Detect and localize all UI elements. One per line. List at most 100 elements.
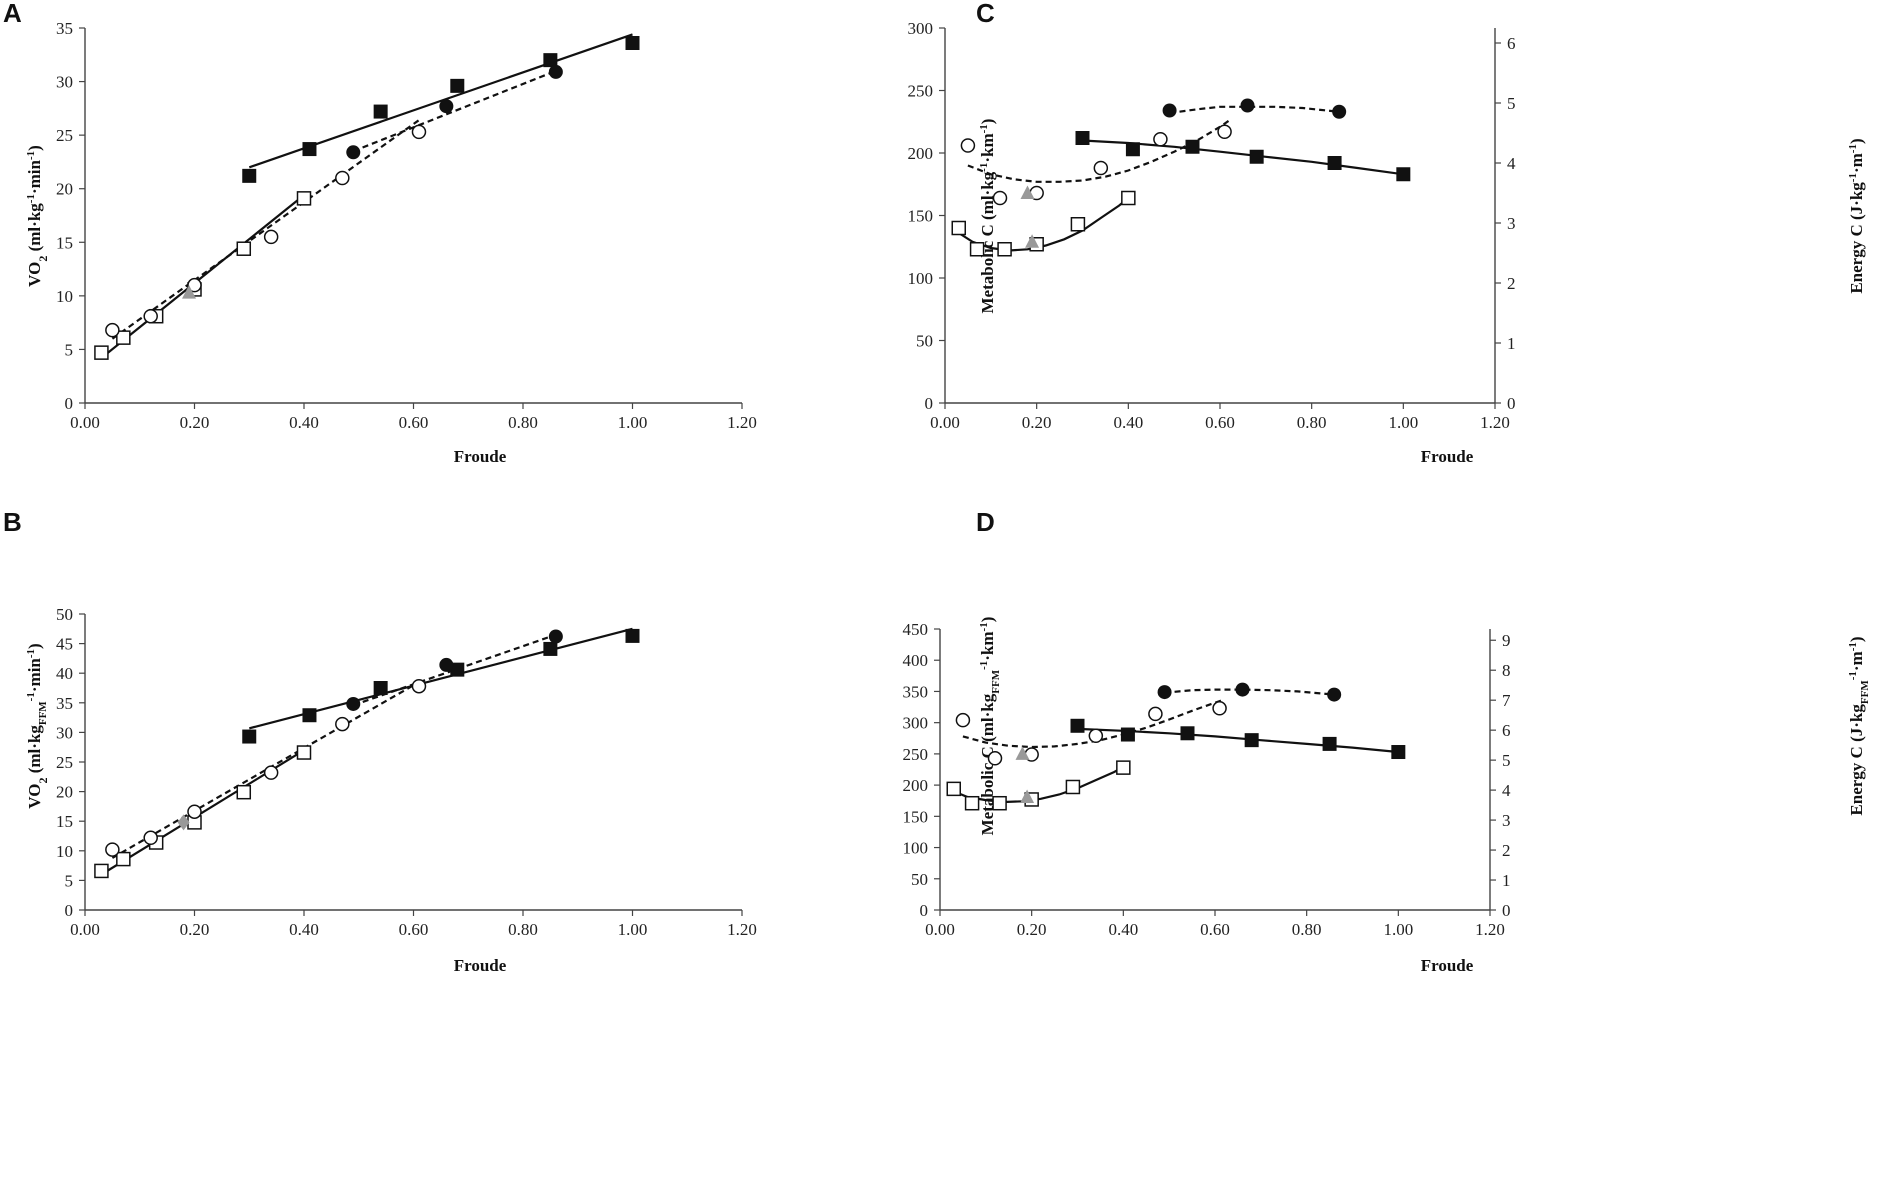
open-square-point: [1121, 190, 1136, 206]
y2-tick-label: 1: [1507, 334, 1516, 353]
y2-tick-label: 8: [1502, 661, 1511, 680]
x-tick-label: 1.00: [618, 920, 648, 939]
x-tick-label: 0.80: [1292, 920, 1322, 939]
y-tick-label: 5: [65, 871, 74, 890]
y-tick-label: 20: [56, 783, 73, 802]
y-tick-label: 350: [903, 682, 929, 701]
filled-circle-point: [1235, 682, 1250, 697]
y-tick-label: 50: [916, 332, 933, 351]
y-tick-label: 0: [925, 394, 934, 413]
y-tick-label: 150: [908, 207, 934, 226]
open-circle-point: [960, 138, 976, 153]
y-tick-label: 45: [56, 635, 73, 654]
open-square-point: [94, 345, 109, 360]
gray-triangle-point: [182, 285, 197, 299]
x-tick-label: 0.60: [1205, 413, 1235, 432]
filled-square-point: [1391, 745, 1406, 760]
y2-tick-label: 7: [1502, 691, 1511, 710]
open-circle-point: [263, 229, 279, 245]
x-tick-label: 0.40: [1108, 920, 1138, 939]
filled-square-point: [1327, 156, 1342, 170]
y-tick-label: 20: [56, 180, 73, 199]
chart-b: VO2 (ml·kgFFM-1·min-1) Froude 0.00 0.20 0.…: [25, 605, 757, 975]
open-square-point: [992, 795, 1007, 811]
open-square-point: [116, 851, 131, 867]
x-tick-label: 0.80: [1297, 413, 1327, 432]
chart-d: Metabolic C (ml·kgFFM-1·km-1) Energy C (…: [903, 617, 1872, 975]
x-tick-label: 1.00: [1383, 920, 1413, 939]
panel-label: D: [976, 507, 995, 537]
x-axis-label: Froude: [1421, 447, 1474, 466]
open-square-point: [116, 330, 131, 345]
y-tick-label: 50: [911, 870, 928, 889]
panel-c: C Metabolic C (ml·kg-1·km-1) Energy C (J…: [908, 0, 1900, 589]
y-tick-label: 100: [908, 269, 934, 288]
y2-tick-label: 6: [1507, 34, 1516, 53]
filled-circle-point: [346, 145, 361, 160]
y-tick-label: 35: [56, 19, 73, 38]
y2-tick-label: 6: [1502, 721, 1511, 740]
x-tick-label: 0.00: [930, 413, 960, 432]
x-tick-label: 0.60: [399, 413, 429, 432]
filled-square-point: [373, 681, 388, 695]
x-tick-label: 1.00: [1388, 413, 1418, 432]
filled-circle-point: [1327, 687, 1342, 702]
open-square-point: [1070, 217, 1086, 232]
open-square-point: [997, 242, 1012, 257]
y-tick-label: 25: [56, 126, 73, 145]
x-tick-label: 0.40: [289, 920, 319, 939]
y-tick-label: 15: [56, 812, 73, 831]
y2-tick-label: 2: [1507, 274, 1516, 293]
filled-square-point: [242, 729, 257, 744]
filled-square-point: [1396, 167, 1411, 182]
open-circle-point: [143, 308, 158, 324]
y-axis-label: Metabolic C (ml·kgFFM-1·km-1): [978, 617, 1002, 836]
open-circle-fit-line: [962, 698, 1225, 749]
open-square-point: [951, 220, 966, 236]
open-square-point: [946, 781, 961, 797]
y2-axis-label: Energy C (J·kgFFM-1·m-1): [1847, 636, 1871, 815]
gray-triangle-point: [1025, 234, 1040, 248]
y-tick-label: 30: [56, 73, 73, 92]
open-circle-fit-line: [967, 119, 1230, 183]
x-tick-label: 0.40: [289, 413, 319, 432]
panel-label: C: [976, 0, 995, 28]
x-tick-label: 0.00: [70, 413, 100, 432]
gray-triangle-point: [1020, 185, 1035, 199]
y2-tick-label: 0: [1502, 901, 1511, 920]
y-tick-label: 15: [56, 233, 73, 252]
x-tick-label: 1.20: [1475, 920, 1505, 939]
panel-a: A VO2 (ml·kg-1·min-1) Froude 0.00 0.20 0.4…: [0, 0, 950, 589]
x-tick-label: 0.20: [180, 413, 210, 432]
filled-circle-point: [1332, 104, 1347, 119]
x-tick-label: 0.00: [70, 920, 100, 939]
filled-square-point: [450, 78, 465, 93]
filled-square-point: [1322, 736, 1337, 751]
filled-circle-fit-line: [1164, 688, 1335, 696]
filled-square-point: [543, 641, 558, 656]
filled-square-point: [242, 168, 257, 183]
open-circle-point: [1093, 160, 1109, 176]
filled-square-point: [302, 708, 317, 723]
filled-square-point: [625, 36, 640, 50]
open-circle-point: [187, 804, 202, 819]
y-tick-label: 0: [65, 901, 74, 920]
open-circle-point: [1212, 701, 1227, 716]
x-tick-label: 0.00: [925, 920, 955, 939]
open-square-fit-line: [953, 766, 1124, 804]
y2-tick-label: 5: [1507, 94, 1516, 113]
y-tick-label: 0: [920, 901, 929, 920]
y2-tick-label: 5: [1502, 751, 1511, 770]
y2-tick-label: 3: [1507, 214, 1516, 233]
filled-circle-fit-line: [352, 69, 557, 153]
x-tick-label: 1.20: [727, 920, 757, 939]
filled-square-point: [625, 628, 640, 643]
open-square-point: [94, 863, 109, 879]
y2-tick-label: 2: [1502, 841, 1511, 860]
filled-square-point: [1125, 142, 1140, 157]
x-tick-label: 0.20: [1017, 920, 1047, 939]
y2-tick-label: 4: [1507, 154, 1516, 173]
y-tick-label: 100: [903, 839, 929, 858]
gray-diamond-point: [177, 814, 190, 831]
filled-circle-point: [346, 696, 361, 711]
